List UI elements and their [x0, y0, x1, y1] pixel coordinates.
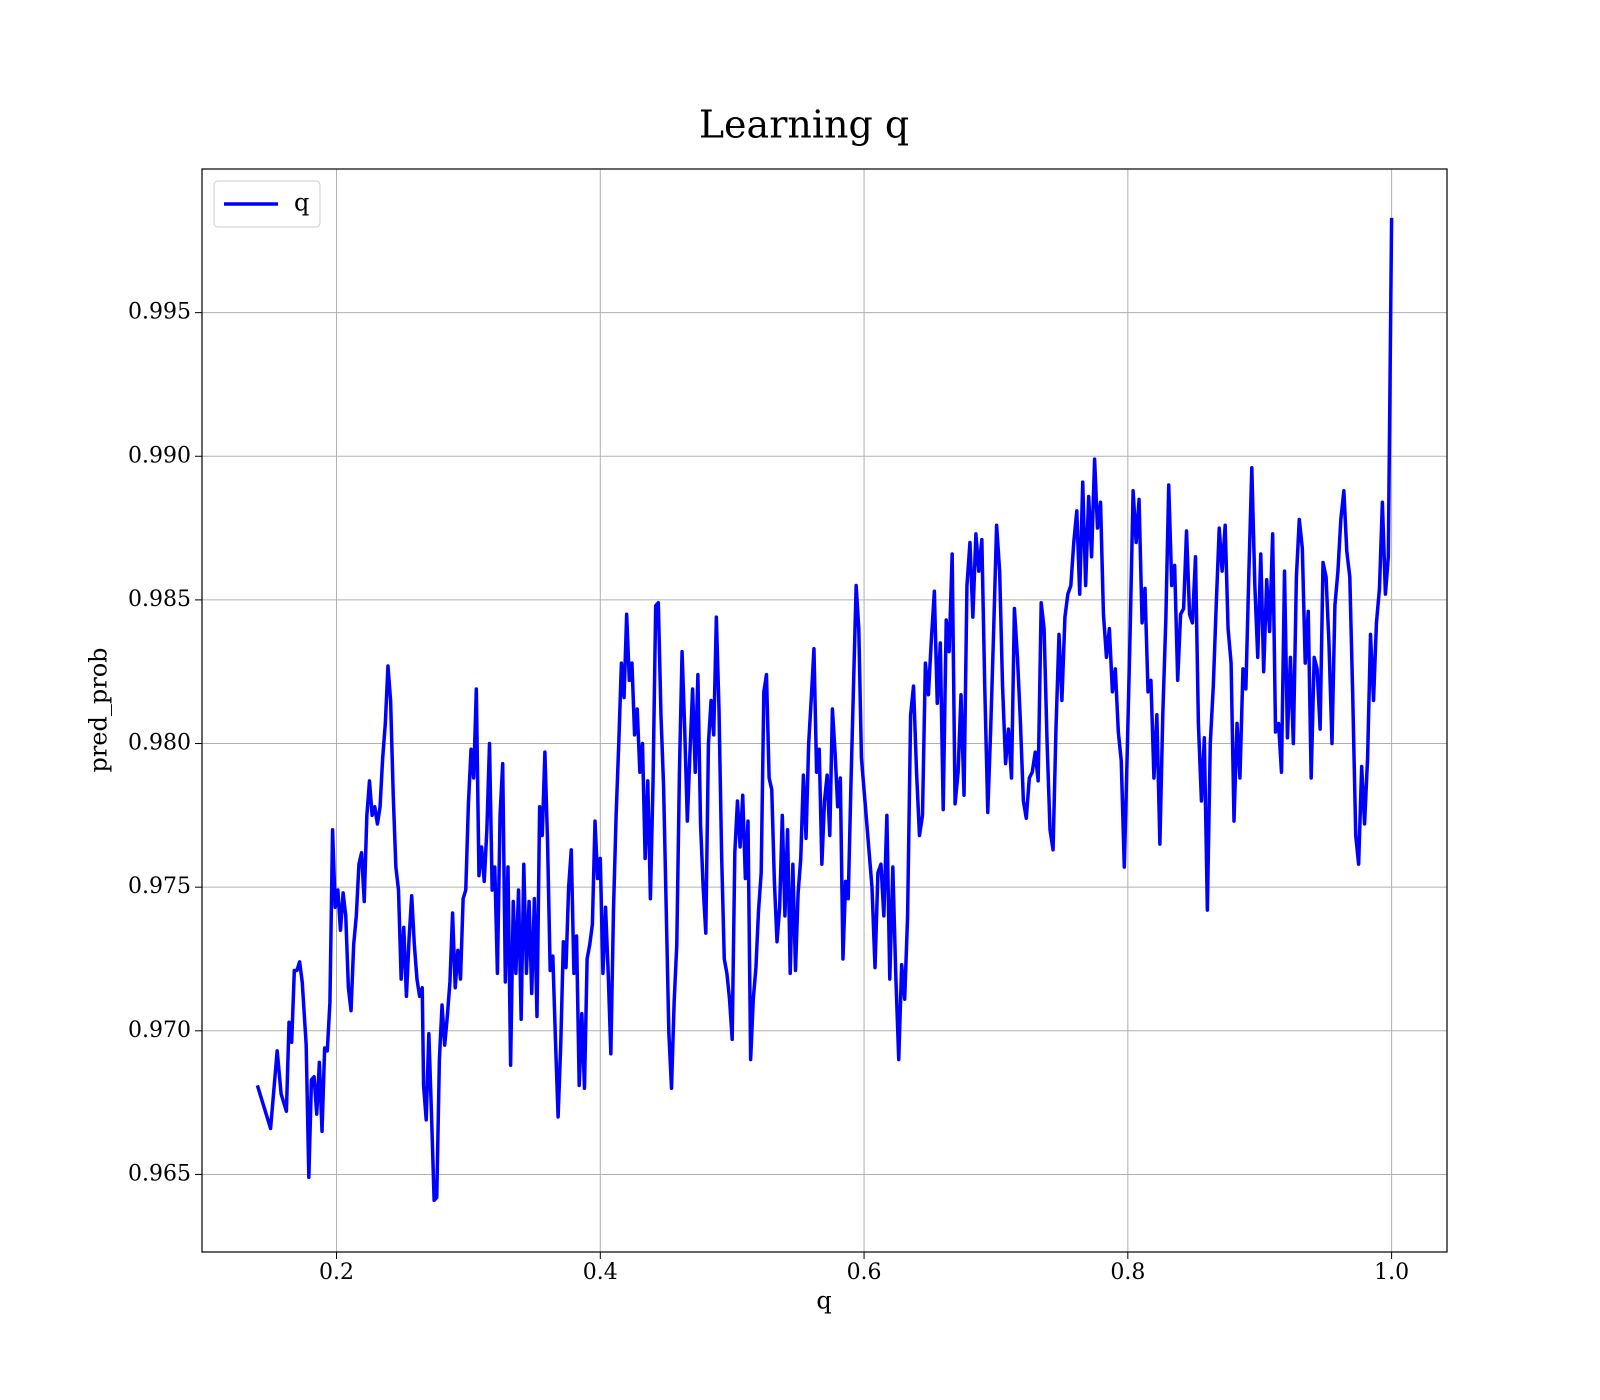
y-tick-label: 0.965 — [128, 1161, 191, 1186]
plot-frame — [201, 168, 1448, 1253]
x-axis-label: q — [816, 1287, 831, 1315]
legend-label: q — [294, 189, 309, 217]
y-tick-label: 0.985 — [128, 587, 191, 612]
y-axis-label: pred_prob — [85, 647, 113, 772]
x-tick-label: 1.0 — [1374, 1260, 1409, 1285]
y-tick-label: 0.995 — [128, 300, 191, 325]
chart-title: Learning q — [699, 103, 909, 147]
y-tick-label: 0.970 — [128, 1018, 191, 1043]
x-tick-label: 0.8 — [1110, 1260, 1145, 1285]
x-tick-label: 0.2 — [319, 1260, 354, 1285]
line-series — [255, 217, 1394, 1203]
x-tick-label: 0.4 — [583, 1260, 618, 1285]
y-tick-label: 0.980 — [128, 731, 191, 756]
y-tick-label: 0.975 — [128, 874, 191, 899]
y-tick-label: 0.990 — [128, 443, 191, 468]
x-tick-label: 0.6 — [847, 1260, 882, 1285]
